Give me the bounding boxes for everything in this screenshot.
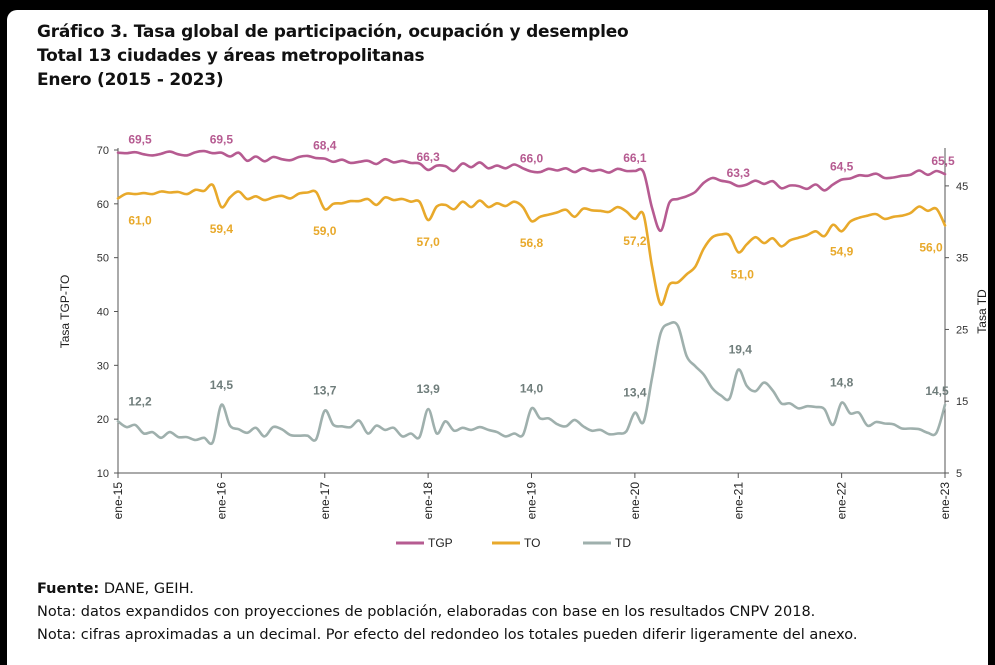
- data-label-to: 57,0: [416, 235, 440, 249]
- y-right-tick-label: 35: [956, 253, 968, 265]
- y-left-tick-label: 30: [97, 360, 109, 372]
- source-value: DANE, GEIH.: [99, 581, 194, 597]
- data-label-to: 57,2: [623, 234, 647, 248]
- series-line-to: [116, 183, 947, 306]
- x-tick-label: ene-19: [525, 482, 539, 520]
- line-chart: 10 20 30 40 50 60 70 5 15 25 35 45 Tasa TGP-TO Tasa T…: [58, 133, 989, 550]
- data-label-to: 56,0: [919, 240, 943, 254]
- footnote-1: Nota: datos expandidos con proyecciones …: [37, 604, 816, 620]
- data-label-to: 59,4: [210, 222, 234, 236]
- data-label-td: 14,0: [520, 381, 544, 395]
- chart-subtitle: Total 13 ciudades y áreas metropolitanas: [37, 46, 425, 66]
- data-label-td: 14,5: [210, 378, 234, 392]
- y-right-tick-label: 45: [956, 181, 968, 193]
- series-line-tgp: [116, 149, 947, 233]
- y-left-tick-label: 70: [97, 145, 109, 157]
- x-tick-label: ene-15: [111, 482, 125, 520]
- chart-title: Gráfico 3. Tasa global de participación,…: [37, 22, 629, 42]
- y-right-tick-label: 25: [956, 324, 968, 336]
- y-left-tick-label: 60: [97, 199, 109, 211]
- data-label-td: 14,5: [925, 384, 949, 398]
- data-label-tgp: 65,5: [931, 154, 955, 168]
- data-label-tgp: 66,0: [520, 152, 544, 166]
- data-label-to: 61,0: [128, 213, 152, 227]
- data-label-tgp: 68,4: [313, 139, 337, 153]
- data-label-td: 13,4: [623, 386, 647, 400]
- legend-label-td: TD: [615, 536, 631, 550]
- data-label-td: 13,9: [416, 382, 440, 396]
- chart-series: [116, 149, 947, 446]
- y-left-tick-label: 50: [97, 253, 109, 265]
- x-tick-label: ene-18: [421, 482, 435, 520]
- chart-axes: 10 20 30 40 50 60 70 5 15 25 35 45 Tasa TGP-TO Tasa T…: [58, 145, 989, 519]
- chart-legend: TGP TO TD: [396, 536, 631, 550]
- figure-panel: [7, 10, 988, 665]
- data-label-td: 13,7: [313, 384, 337, 398]
- x-tick-label: ene-21: [731, 482, 745, 520]
- x-tick-label: ene-23: [938, 482, 952, 520]
- data-label-to: 56,8: [520, 236, 544, 250]
- y-left-tick-label: 20: [97, 414, 109, 426]
- data-label-td: 19,4: [729, 343, 753, 357]
- legend-label-to: TO: [524, 536, 540, 550]
- source-label: Fuente:: [37, 581, 100, 597]
- data-label-to: 59,0: [313, 224, 337, 238]
- data-label-tgp: 69,5: [128, 133, 152, 147]
- legend-label-tgp: TGP: [428, 536, 453, 550]
- source-note: Fuente: DANE, GEIH.: [37, 581, 194, 597]
- data-label-to: 54,9: [830, 244, 854, 258]
- data-label-to: 51,0: [731, 267, 755, 281]
- x-tick-label: ene-20: [628, 482, 642, 520]
- y-left-tick-label: 40: [97, 307, 109, 319]
- data-label-td: 12,2: [128, 394, 152, 408]
- data-label-tgp: 69,5: [210, 133, 234, 147]
- data-label-tgp: 64,5: [830, 160, 854, 174]
- y-right-tick-label: 15: [956, 396, 968, 408]
- data-label-td: 14,8: [830, 376, 854, 390]
- x-tick-label: ene-22: [835, 482, 849, 520]
- y-left-tick-label: 10: [97, 468, 109, 480]
- data-label-tgp: 66,3: [416, 150, 440, 164]
- x-tick-label: ene-16: [214, 482, 228, 520]
- data-label-tgp: 63,3: [727, 166, 751, 180]
- series-line-td: [116, 321, 947, 446]
- y-right-axis-title: Tasa TD: [975, 289, 989, 334]
- y-left-axis-title: Tasa TGP-TO: [58, 275, 72, 349]
- x-tick-label: ene-17: [318, 482, 332, 520]
- chart-period: Enero (2015 - 2023): [37, 70, 224, 90]
- data-label-tgp: 66,1: [623, 151, 647, 165]
- y-right-tick-label: 5: [956, 468, 962, 480]
- footnote-2: Nota: cifras aproximadas a un decimal. P…: [37, 627, 858, 643]
- chart-data-labels: 69,5 69,5 68,4 66,3 66,0 66,1 63,3 64,5 65,5 61,0…: [128, 133, 955, 409]
